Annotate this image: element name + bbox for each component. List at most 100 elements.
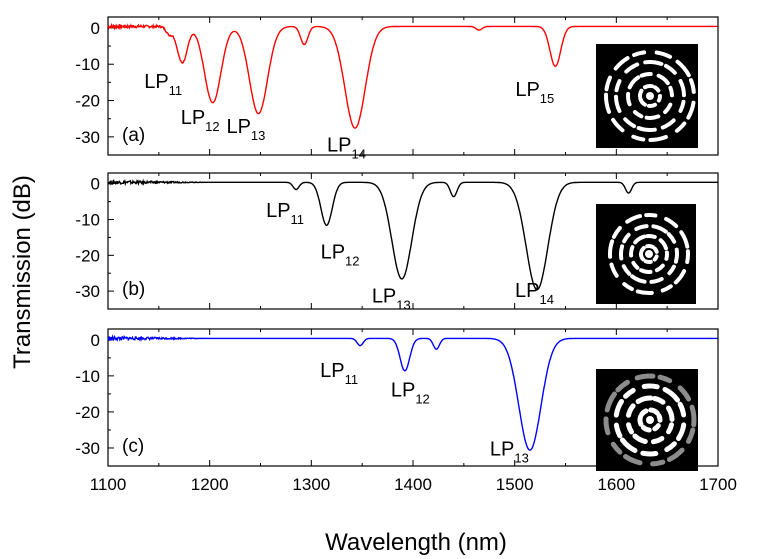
inset-ring-arc [622, 232, 631, 244]
mode-label: LP13 [372, 285, 411, 312]
inset-ring-arc [653, 85, 661, 93]
inset-core [646, 92, 654, 100]
mode-label: LP12 [181, 107, 220, 134]
panel-label: (b) [122, 279, 145, 300]
inset-ring-arc [630, 274, 647, 284]
spectrum-line [107, 334, 718, 451]
inset-ring-arc [645, 244, 655, 249]
y-tick-label: -30 [75, 439, 100, 458]
inset-ring-arc [646, 102, 657, 108]
inset-ring-arc [626, 422, 634, 435]
inset-ring-arc [639, 251, 646, 262]
inset-ring-arc [677, 385, 692, 402]
inset-ring-arc [611, 226, 622, 239]
inset-ring-arc [678, 79, 686, 98]
inset-ring-arc [603, 416, 611, 436]
panel-c: 0 -10 -20 -30 LP11 LP12 LP13 (c) [75, 328, 719, 471]
inset-ring-arc [639, 268, 653, 274]
inset-ring-arc [614, 79, 622, 93]
inset-ring-arc [664, 216, 679, 229]
inset-ring-arc [626, 403, 636, 418]
inset-ring-arc [610, 441, 623, 455]
inset-ring-arc [652, 396, 666, 405]
inset-ring-arc [632, 110, 644, 119]
y-tick-label: -30 [75, 128, 100, 147]
y-tick-label: -10 [75, 367, 100, 386]
mode-label: LP11 [320, 360, 358, 387]
mode-label: LP12 [391, 379, 430, 406]
inset-ring-arc [650, 459, 666, 467]
inset-ring-arc [629, 245, 635, 258]
inset-ring-arc [627, 75, 641, 90]
mode-label: LP11 [266, 200, 304, 227]
inset-ring-arc [643, 59, 664, 66]
x-tick-label: 1200 [191, 475, 229, 494]
inset-ring-arc [639, 408, 649, 417]
inset-ring-arc [624, 62, 640, 74]
inset-ring-arc [614, 94, 622, 113]
inset-ring-arc [635, 395, 654, 404]
inset-ring-arc [649, 277, 664, 284]
panel-label: (c) [122, 436, 144, 457]
y-tick-label: -20 [75, 246, 100, 265]
inset-ring-arc [634, 373, 656, 381]
x-tick-label: 1100 [90, 475, 127, 494]
inset-ring-arc [679, 230, 690, 249]
inset-ring-arc [623, 454, 643, 466]
mode-label: LP15 [515, 79, 554, 106]
spectrum-line [107, 22, 718, 129]
inset-ring-arc [619, 244, 625, 261]
inset-ring-arc [634, 224, 649, 231]
x-tick-label: 1500 [496, 475, 534, 494]
inset-ring-arc [666, 422, 674, 435]
inset-ring-arc [664, 250, 669, 261]
inset-ring-arc [648, 135, 668, 142]
inset-ring-arc [666, 447, 685, 462]
inset-ring-arc [644, 114, 661, 120]
inset-ring-arc [637, 414, 644, 427]
inset-ring-arc [660, 284, 673, 293]
y-tick-label: -30 [75, 282, 100, 301]
y-tick-label: 0 [91, 175, 100, 194]
inset-ring-arc [689, 78, 696, 94]
inset-ring-arc [632, 433, 648, 444]
inset-ring-arc [668, 85, 674, 98]
inset-ring-arc [613, 56, 630, 71]
inset-ring-arc [613, 399, 624, 418]
inset-ring-arc [663, 102, 673, 114]
inset-ring-arc [664, 441, 677, 453]
inset-ring-arc [674, 121, 687, 133]
inset-ring-arc [656, 94, 662, 103]
y-tick-label: 0 [91, 331, 100, 350]
inset-ring-arc [656, 73, 670, 86]
inset-ring-arc [643, 259, 653, 264]
inset-ring-arc [645, 234, 657, 239]
inset-ring-arc [631, 134, 646, 142]
panel-label: (a) [122, 125, 145, 146]
inset-ring-arc [676, 422, 687, 441]
inset-ring-arc [638, 96, 647, 107]
mode-label: LP13 [490, 439, 529, 466]
panel-a: 0 -10 -20 -30 LP11 LP12 LP13 LP14 LP15 (a) [75, 16, 719, 162]
inset-ring-arc [648, 407, 660, 416]
inset-ring-arc [686, 100, 696, 120]
inset-ring-arc [673, 269, 687, 285]
inset-ring-arc [604, 391, 617, 413]
x-tick-label: 1400 [394, 475, 432, 494]
inset-ring-arc [666, 232, 677, 244]
inset-ring-arc [654, 263, 665, 273]
inset-ring-arc [656, 413, 663, 423]
inset-ring-arc [626, 91, 632, 107]
inset-ring-arc [633, 234, 647, 245]
y-axis-label: Transmission (dB) [9, 175, 36, 369]
inset-ring-arc [650, 436, 665, 445]
inset-ring-arc [678, 99, 686, 113]
inset-ring-arc [613, 422, 623, 439]
inset-ring-arc [658, 238, 668, 251]
x-tick-label: 1300 [292, 475, 330, 494]
inset-ring-arc [651, 224, 668, 234]
mode-label: LP14 [515, 280, 554, 307]
inset-ring-arc [615, 379, 630, 393]
inset-ring-arc [622, 282, 634, 292]
inset-ring-arc [675, 59, 691, 78]
